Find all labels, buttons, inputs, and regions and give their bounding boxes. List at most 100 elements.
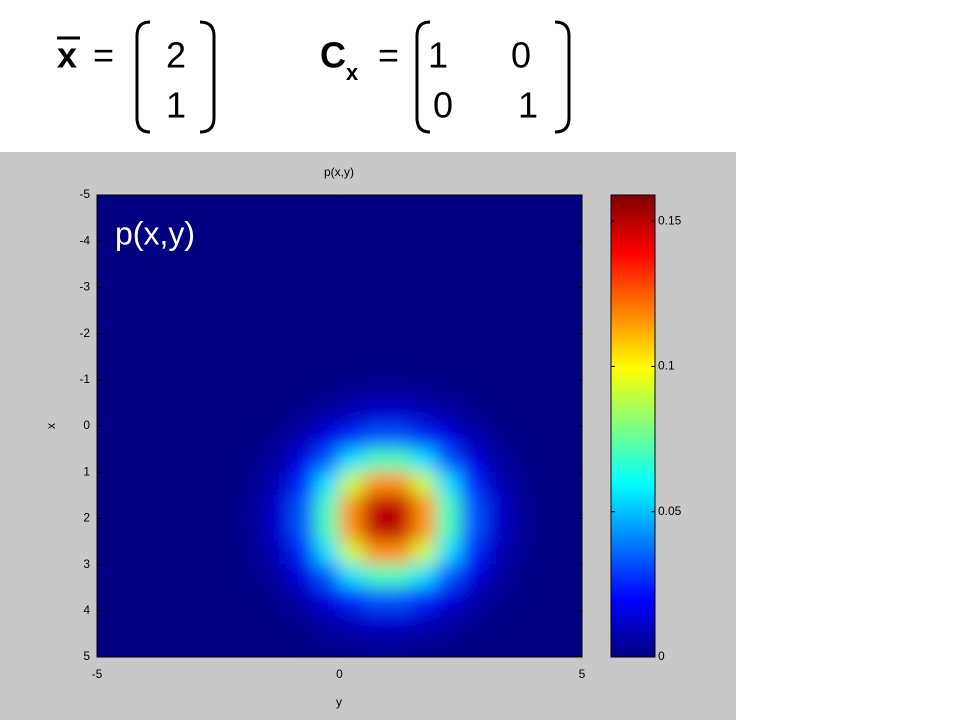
heatmap-cell — [193, 564, 219, 589]
heatmap-cell — [508, 402, 534, 427]
heatmap-cell — [533, 333, 559, 358]
heatmap-cell — [290, 263, 316, 288]
heatmap-cell — [290, 333, 316, 358]
heatmap-cell — [339, 448, 365, 473]
heatmap-cell — [314, 195, 340, 219]
heatmap-cell — [339, 633, 365, 657]
heatmap-cell — [411, 494, 437, 519]
heatmap-cell — [387, 195, 413, 219]
heatmap-cell — [460, 633, 486, 657]
heatmap-cell — [484, 471, 510, 496]
heatmap-cell — [411, 425, 437, 450]
heatmap-cell — [145, 286, 171, 311]
heatmap-cell — [387, 633, 413, 657]
heatmap-cell — [217, 240, 243, 265]
chart-title: p(x,y) — [324, 165, 354, 179]
heatmap-cell — [387, 240, 413, 265]
heatmap-cell — [460, 356, 486, 381]
heatmap-cell — [533, 471, 559, 496]
heatmap-cell — [460, 494, 486, 519]
heatmap-cell — [387, 494, 413, 519]
heatmap-cell — [169, 356, 195, 381]
heatmap-cell — [97, 286, 122, 311]
heatmap-cell — [557, 448, 582, 473]
heatmap-cell — [97, 310, 122, 335]
heatmap-cell — [436, 333, 462, 358]
heatmap-cells — [97, 195, 582, 657]
heatmap-cell — [120, 494, 146, 519]
heatmap-cell — [242, 286, 268, 311]
y-tick-label: 3 — [83, 557, 90, 571]
heatmap-cell — [217, 286, 243, 311]
heatmap-cell — [266, 587, 292, 612]
heatmap-cell — [120, 286, 146, 311]
heatmap-cell — [169, 379, 195, 404]
x-tick-label: -5 — [92, 667, 103, 681]
heatmap-cell — [387, 541, 413, 566]
heatmap-cell — [97, 195, 122, 219]
heatmap-cell — [217, 425, 243, 450]
heatmap-cell — [411, 448, 437, 473]
heatmap-cell — [290, 517, 316, 542]
heatmap-cell — [436, 263, 462, 288]
heatmap-cell — [508, 494, 534, 519]
heatmap-cell — [484, 633, 510, 657]
heatmap-cell — [169, 541, 195, 566]
heatmap-cell — [363, 310, 389, 335]
heatmap-cell — [484, 310, 510, 335]
heatmap-cell — [266, 610, 292, 635]
heatmap-cell — [436, 217, 462, 242]
heatmap-cell — [436, 564, 462, 589]
heatmap-cell — [411, 240, 437, 265]
heatmap-cell — [411, 217, 437, 242]
heatmap-cell — [557, 286, 582, 311]
heatmap-cell — [120, 610, 146, 635]
heatmap-cell — [266, 564, 292, 589]
heatmap-cell — [339, 587, 365, 612]
heatmap-cell — [193, 195, 219, 219]
heatmap-cell — [557, 564, 582, 589]
heatmap-cell — [484, 517, 510, 542]
heatmap-cell — [387, 263, 413, 288]
bracket-right — [199, 20, 216, 134]
heatmap-cell — [145, 517, 171, 542]
heatmap-cell — [339, 286, 365, 311]
cov-subscript: x — [346, 60, 359, 85]
heatmap-cell — [508, 240, 534, 265]
heatmap-cell — [217, 587, 243, 612]
heatmap-cell — [314, 263, 340, 288]
heatmap-cell — [557, 263, 582, 288]
heatmap-cell — [508, 541, 534, 566]
heatmap-cell — [460, 310, 486, 335]
heatmap-cell — [120, 587, 146, 612]
heatmap-cell — [387, 471, 413, 496]
heatmap-cell — [266, 286, 292, 311]
y-tick-label: -1 — [79, 372, 90, 386]
heatmap-cell — [290, 494, 316, 519]
heatmap-cell — [217, 471, 243, 496]
heatmap-cell — [460, 402, 486, 427]
heatmap-cell — [290, 310, 316, 335]
heatmap-cell — [387, 448, 413, 473]
heatmap-cell — [193, 356, 219, 381]
heatmap-cell — [387, 517, 413, 542]
heatmap-cell — [411, 564, 437, 589]
y-tick-label: 4 — [83, 603, 90, 617]
mean-symbol: x — [57, 35, 77, 76]
heatmap-cell — [145, 310, 171, 335]
heatmap-cell — [533, 425, 559, 450]
y-tick-label: -5 — [79, 187, 90, 201]
heatmap-cell — [266, 263, 292, 288]
heatmap-cell — [436, 356, 462, 381]
heatmap-cell — [217, 310, 243, 335]
heatmap-cell — [484, 425, 510, 450]
colorbar-frame — [610, 194, 656, 658]
heatmap-cell — [193, 471, 219, 496]
heatmap-cell — [266, 517, 292, 542]
heatmap-cell — [460, 587, 486, 612]
heatmap-cell — [436, 448, 462, 473]
heatmap-cell — [169, 217, 195, 242]
heatmap-cell — [460, 240, 486, 265]
heatmap-cell — [363, 217, 389, 242]
